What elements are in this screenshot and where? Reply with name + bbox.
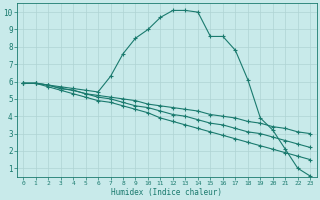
X-axis label: Humidex (Indice chaleur): Humidex (Indice chaleur) [111, 188, 222, 197]
